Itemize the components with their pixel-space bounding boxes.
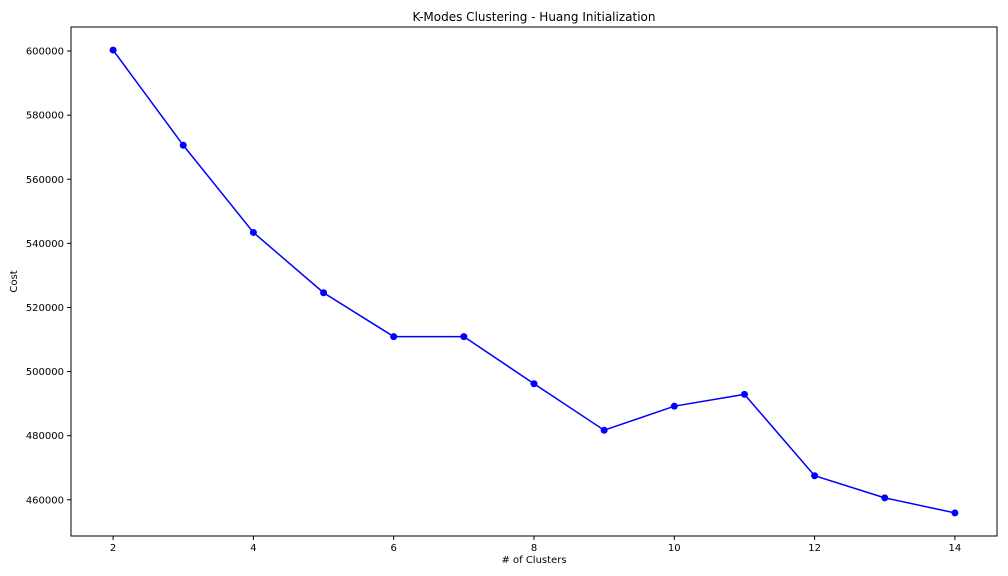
x-tick-label: 10 [668,543,681,554]
y-axis: 460000 480000 500000 520000 540000 560000 5800… [26,47,71,506]
data-point [670,402,678,410]
data-point [811,472,819,480]
x-tick-label: 14 [949,543,962,554]
y-tick-label: 480000 [26,431,64,442]
x-tick-label: 6 [391,543,397,554]
data-point [390,333,398,341]
data-point [249,228,257,236]
y-tick-label: 600000 [26,47,64,58]
data-point [740,390,748,398]
y-axis-label: Cost [9,270,20,292]
data-point [530,380,538,388]
x-axis: 2 4 6 8 10 12 14 [110,536,961,554]
y-tick-label: 500000 [26,367,64,378]
x-axis-label: # of Clusters [501,555,566,566]
data-point [109,46,117,54]
data-point [951,509,959,517]
data-point [320,289,328,297]
y-tick-label: 540000 [26,239,64,250]
chart-title: K-Modes Clustering - Huang Initializatio… [412,10,655,24]
data-point [881,494,889,502]
series-layer [109,46,959,517]
y-tick-label: 520000 [26,303,64,314]
x-tick-label: 2 [110,543,116,554]
y-tick-label: 580000 [26,111,64,122]
x-tick-label: 8 [531,543,537,554]
x-tick-label: 4 [250,543,256,554]
data-point [460,333,468,341]
y-tick-label: 560000 [26,175,64,186]
plot-area [70,26,998,537]
y-tick-label: 460000 [26,495,64,506]
data-point [179,141,187,149]
x-tick-label: 12 [808,543,821,554]
data-point [600,426,608,434]
